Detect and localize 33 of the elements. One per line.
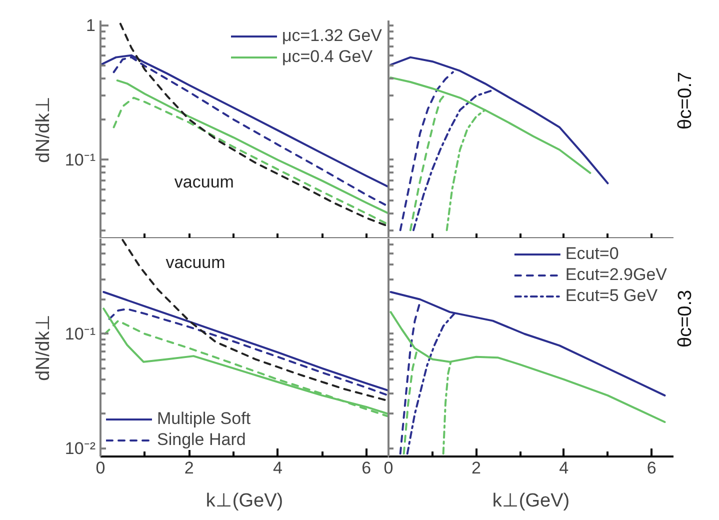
x-tick-label: 0 [96, 458, 106, 478]
y-tick-label: 1 [86, 16, 96, 36]
y-tick-label: 10⁻¹ [64, 324, 96, 344]
x-axis-title: k⊥(GeV) [492, 490, 570, 512]
line-series [102, 291, 388, 392]
x-axis-title: k⊥(GeV) [206, 490, 284, 512]
legend-label: Ecut=2.9GeV [565, 265, 667, 285]
y-axis-title: dN/dk⊥ [32, 314, 54, 381]
annotation: vacuum [166, 252, 226, 272]
y-axis-title: dN/dk⊥ [32, 96, 54, 163]
legend-label: Multiple Soft [157, 409, 251, 429]
x-tick-label: 4 [559, 458, 569, 478]
x-tick-label: 0 [384, 458, 394, 478]
annotation: vacuum [174, 172, 234, 192]
line-series [122, 238, 388, 402]
x-tick-label: 2 [471, 458, 481, 478]
y-tick-label: 10⁻¹ [64, 150, 96, 170]
x-tick-label: 6 [646, 458, 656, 478]
y2-axis-title: θc=0.3 [675, 290, 696, 348]
legend-label: Ecut=0 [565, 244, 619, 264]
x-tick-label: 2 [184, 458, 194, 478]
y-tick-label: 10⁻² [64, 438, 96, 458]
x-tick-label: 4 [273, 458, 282, 478]
legend-label: Ecut=5 GeV [565, 286, 658, 306]
legend-label: μc=0.4 GeV [282, 47, 373, 67]
line-series [119, 22, 388, 228]
y2-axis-title: θc=0.7 [675, 72, 696, 130]
legend-label: μc=1.32 GeV [282, 26, 382, 46]
x-tick-label: 6 [362, 458, 372, 478]
line-series [108, 308, 388, 396]
legend-label: Single Hard [157, 430, 246, 450]
line-series [116, 79, 388, 214]
line-series [112, 96, 388, 226]
